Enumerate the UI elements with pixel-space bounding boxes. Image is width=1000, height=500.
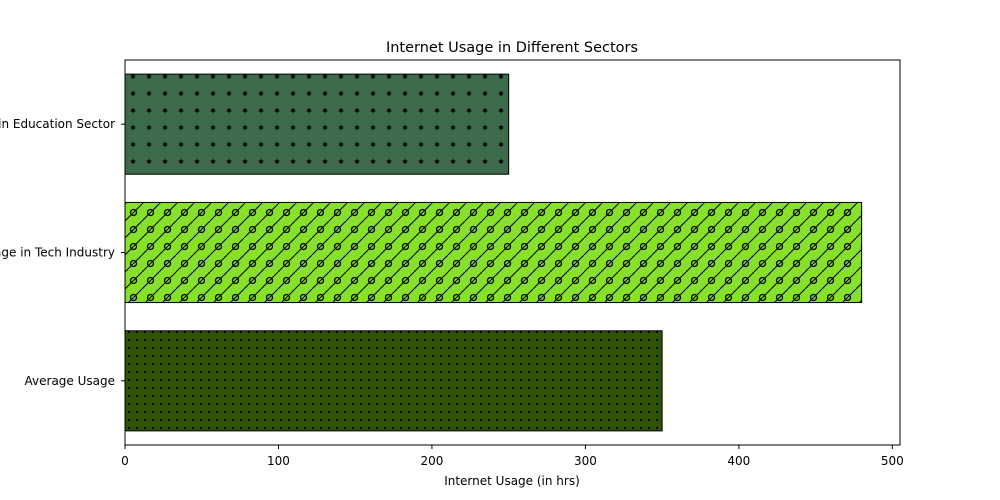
x-tick-label: 100: [267, 454, 290, 468]
y-tick-label: Average Usage: [25, 374, 115, 388]
x-tick-label: 300: [574, 454, 597, 468]
bar-hatch-average-usage: [124, 330, 663, 432]
bar-hatch-usage-in-education-sector: [124, 73, 510, 175]
x-tick-label: 400: [727, 454, 750, 468]
y-tick-label: Usage in Tech Industry: [0, 246, 115, 260]
x-tick-label: 0: [121, 454, 129, 468]
bar-hatch-usage-in-tech-industry: [124, 201, 863, 304]
y-axis: Average Usage Usage in Tech Industry Usage…: [0, 117, 125, 388]
y-tick-label: Usage in Education Sector: [0, 117, 115, 131]
x-tick-label: 200: [420, 454, 443, 468]
bars-group: [124, 73, 863, 432]
x-axis: 0 100 200 300 400 500: [121, 445, 904, 468]
chart-title: Internet Usage in Different Sectors: [386, 40, 638, 56]
x-axis-label: Internet Usage (in hrs): [444, 474, 580, 488]
x-tick-label: 500: [881, 454, 904, 468]
